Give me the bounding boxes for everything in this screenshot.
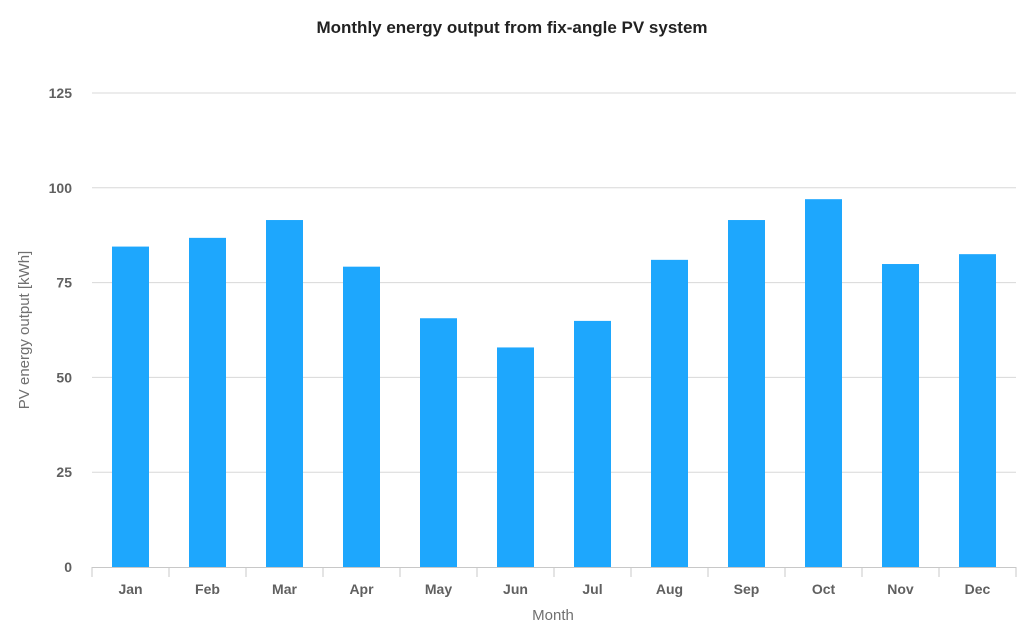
x-tick-label: Nov [887,581,914,597]
bar [420,318,457,567]
bar [497,347,534,567]
bar [189,237,226,567]
bar [574,320,611,567]
y-tick-label: 75 [56,275,72,291]
gridlines [92,92,1016,473]
x-axis-ticks: Jan Feb Mar Apr May Jun Jul Aug Sep Oct Nov Dec [118,581,990,597]
y-tick-label: 25 [56,464,72,480]
x-tick-label: Sep [734,581,760,597]
bar [651,259,688,567]
y-tick-label: 100 [49,180,73,196]
x-tick-label: Oct [812,581,836,597]
x-tick-label: Jul [582,581,602,597]
x-tick-label: Apr [349,581,374,597]
x-axis [91,567,1017,577]
x-tick-label: Dec [965,581,991,597]
x-tick-label: Aug [656,581,683,597]
bars [112,199,996,568]
bar [266,220,303,568]
bar [112,246,149,568]
x-tick-label: May [425,581,452,597]
y-tick-label: 50 [56,369,72,385]
bar [959,254,996,567]
x-axis-label: Month [532,607,574,624]
x-tick-label: Jan [118,581,142,597]
bar [728,220,765,568]
x-tick-label: Feb [195,581,220,597]
x-tick-label: Mar [272,581,297,597]
bar [805,199,842,567]
bar [882,264,919,567]
y-axis-label: PV energy output [kWh] [16,251,33,409]
y-axis-ticks: 0 25 50 75 100 125 [49,85,73,575]
bar [343,266,380,567]
chart-title: Monthly energy output from fix-angle PV … [316,18,707,37]
x-tick-label: Jun [503,581,528,597]
y-tick-label: 0 [64,559,72,575]
y-tick-label: 125 [49,85,73,101]
